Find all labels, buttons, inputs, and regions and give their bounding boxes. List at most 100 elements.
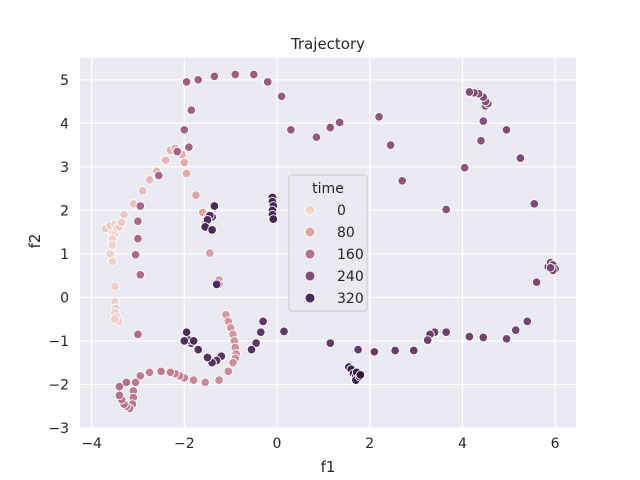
- data-point: [144, 175, 155, 185]
- x-tick-label: 4: [458, 436, 467, 452]
- data-point: [135, 270, 146, 280]
- legend-label: 320: [337, 291, 364, 307]
- data-point: [459, 162, 470, 173]
- legend-marker: [304, 226, 316, 238]
- data-point: [209, 71, 220, 82]
- data-point: [181, 168, 192, 179]
- data-point: [110, 281, 120, 292]
- data-point: [209, 201, 220, 211]
- data-point: [172, 146, 183, 157]
- data-point: [188, 375, 199, 385]
- data-point: [478, 332, 489, 343]
- data-point: [186, 105, 197, 115]
- y-tick-label: −3: [48, 421, 69, 437]
- y-axis-ticks: −3 −2 −1 0 1 2 3 4 5: [48, 73, 69, 437]
- y-tick-label: 5: [60, 73, 69, 89]
- data-point: [135, 371, 146, 381]
- y-tick-label: 3: [60, 160, 69, 176]
- data-point: [156, 366, 166, 377]
- data-point: [116, 217, 127, 228]
- data-point: [501, 125, 512, 135]
- data-point: [193, 344, 203, 355]
- x-tick-label: 2: [365, 436, 374, 452]
- data-point: [390, 345, 400, 356]
- data-point: [249, 69, 259, 80]
- data-point: [207, 225, 217, 235]
- data-point: [205, 248, 215, 258]
- y-tick-label: 1: [60, 247, 69, 263]
- data-point: [114, 390, 125, 401]
- data-point: [422, 335, 433, 345]
- data-point: [191, 190, 201, 200]
- data-point: [121, 377, 132, 388]
- data-point: [325, 122, 336, 133]
- data-point: [276, 91, 287, 102]
- y-tick-label: −2: [48, 377, 69, 393]
- legend-label: 240: [337, 269, 364, 285]
- data-point: [202, 352, 213, 363]
- x-axis-ticks: −4 −2 0 2 4 6: [81, 436, 559, 452]
- data-point: [268, 214, 279, 224]
- legend: time 0 80 160 240 320: [288, 174, 368, 312]
- data-point: [286, 125, 296, 135]
- data-point: [200, 377, 210, 388]
- data-point: [353, 344, 363, 355]
- data-point: [154, 170, 164, 181]
- legend-marker: [304, 292, 316, 304]
- data-point: [355, 370, 366, 380]
- data-point: [545, 263, 556, 273]
- y-tick-label: −1: [48, 334, 69, 350]
- data-point: [515, 153, 526, 163]
- data-point: [105, 249, 115, 259]
- data-point: [374, 112, 384, 122]
- data-point: [179, 125, 190, 135]
- x-tick-label: −2: [174, 436, 195, 452]
- data-point: [464, 87, 475, 97]
- data-point: [334, 117, 345, 128]
- x-tick-label: −4: [81, 436, 102, 452]
- data-point: [110, 314, 120, 324]
- data-point: [258, 316, 268, 327]
- data-point: [369, 347, 380, 357]
- data-point: [133, 329, 143, 340]
- legend-label: 80: [337, 225, 355, 241]
- data-point: [130, 377, 141, 388]
- data-point: [441, 327, 451, 337]
- data-point: [522, 316, 533, 327]
- data-point: [228, 357, 238, 368]
- data-point: [133, 233, 143, 244]
- data-point: [279, 326, 289, 337]
- x-tick-label: 0: [273, 436, 282, 452]
- data-point: [114, 381, 125, 392]
- data-point: [107, 256, 118, 267]
- data-point: [531, 277, 542, 287]
- y-axis-label: f2: [26, 234, 44, 249]
- data-point: [501, 334, 512, 344]
- data-point: [441, 204, 451, 215]
- scatter-points: [100, 69, 560, 414]
- data-point: [385, 140, 396, 150]
- data-point: [144, 367, 155, 378]
- data-point: [476, 135, 486, 146]
- y-tick-label: 2: [60, 203, 69, 219]
- data-point: [119, 209, 129, 220]
- legend-title: time: [312, 181, 344, 197]
- data-point: [409, 345, 419, 356]
- data-point: [311, 132, 322, 142]
- data-point: [188, 336, 199, 346]
- data-point: [137, 186, 148, 196]
- data-point: [478, 116, 489, 126]
- data-point: [230, 69, 241, 80]
- data-point: [223, 366, 234, 377]
- x-axis-label: f1: [321, 458, 336, 476]
- y-tick-label: 0: [60, 290, 69, 306]
- data-point: [211, 279, 222, 290]
- data-point: [251, 338, 261, 348]
- data-point: [181, 77, 192, 87]
- data-point: [107, 240, 118, 250]
- y-tick-label: 4: [60, 116, 69, 132]
- data-point: [165, 367, 176, 378]
- data-point: [130, 250, 141, 260]
- data-point: [510, 325, 521, 335]
